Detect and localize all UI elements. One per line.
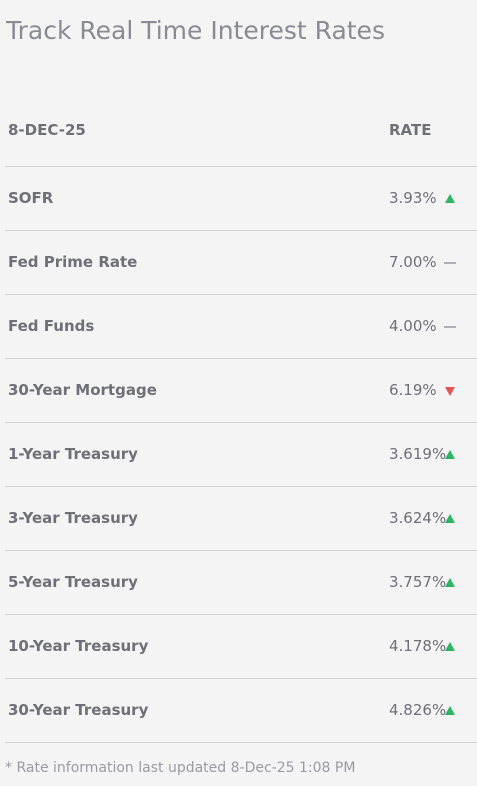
title: Track Real Time Interest Rates [6, 16, 385, 45]
row-name: 30-Year Mortgage [8, 381, 157, 399]
row-name: 30-Year Treasury [8, 701, 149, 719]
trend-icon [444, 326, 456, 328]
row-name: 1-Year Treasury [8, 445, 138, 463]
footnote: * Rate information last updated 8-Dec-25… [5, 760, 356, 776]
row-rate: 3.93% [389, 189, 437, 207]
row-name: 3-Year Treasury [8, 509, 138, 527]
trend-up [445, 514, 455, 523]
column-header: RATE [389, 121, 432, 139]
divider [5, 678, 477, 679]
divider [5, 166, 477, 167]
row-rate: 6.19% [389, 381, 437, 399]
trend-icon [445, 642, 455, 651]
trend-icon [445, 578, 455, 587]
row-rate: 7.00% [389, 253, 437, 271]
row-rate: 4.178% [389, 637, 447, 655]
trend-icon [444, 262, 456, 264]
trend-icon [445, 706, 455, 715]
row-rate: 4.00% [389, 317, 437, 335]
trend-up [445, 578, 455, 587]
trend-up [445, 194, 455, 203]
trend-icon [445, 387, 455, 396]
divider [5, 486, 477, 487]
row-rate: 3.619% [389, 445, 447, 463]
divider [5, 294, 477, 295]
row-name: Fed Funds [8, 317, 95, 335]
row-name: SOFR [8, 189, 54, 207]
row-rate: 3.624% [389, 509, 447, 527]
divider [5, 614, 477, 615]
divider [5, 742, 477, 743]
trend-icon [445, 514, 455, 523]
divider [5, 230, 477, 231]
divider [5, 550, 477, 551]
row-name: 5-Year Treasury [8, 573, 138, 591]
trend-icon [445, 450, 455, 459]
row-name: Fed Prime Rate [8, 253, 138, 271]
trend-up [445, 706, 455, 715]
trend-icon [445, 194, 455, 203]
row-name: 10-Year Treasury [8, 637, 149, 655]
divider [5, 358, 477, 359]
trend-up [445, 450, 455, 459]
column-header: 8-DEC-25 [8, 121, 86, 139]
divider [5, 422, 477, 423]
row-rate: 4.826% [389, 701, 447, 719]
trend-up [445, 642, 455, 651]
trend-down [445, 387, 455, 396]
row-rate: 3.757% [389, 573, 447, 591]
